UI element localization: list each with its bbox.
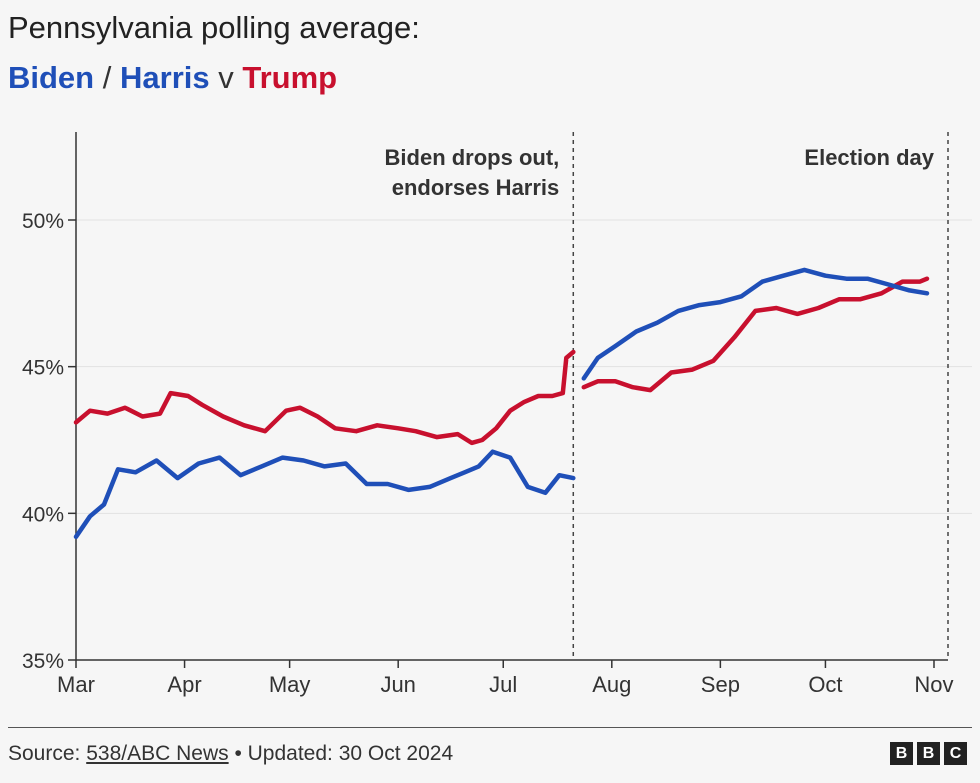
- x-tick-label: Jul: [489, 672, 517, 697]
- annotation-label: Biden drops out,: [385, 145, 560, 170]
- logo-letter: C: [944, 742, 967, 765]
- legend-harris: Harris: [120, 60, 210, 95]
- x-tick-label: Sep: [701, 672, 740, 697]
- y-tick-label: 50%: [22, 210, 64, 233]
- chart-title: Pennsylvania polling average:: [8, 10, 420, 45]
- x-tick-label: May: [269, 672, 311, 697]
- bbc-logo: B B C: [890, 742, 967, 765]
- annotation-label: endorses Harris: [392, 175, 560, 200]
- legend-versus: v: [218, 60, 234, 95]
- updated-text: • Updated: 30 Oct 2024: [228, 742, 454, 765]
- footer-divider: [8, 727, 972, 728]
- series-line-trump: [581, 276, 930, 393]
- y-tick-label: 45%: [22, 357, 64, 380]
- x-tick-label: Mar: [57, 672, 95, 697]
- logo-letter: B: [890, 742, 913, 765]
- y-tick-label: 35%: [22, 650, 64, 673]
- line-chart: 50% 45% 40% 35%Mar Apr May Jun Jul Aug Sep Oct Nov B…: [22, 132, 972, 697]
- source-link[interactable]: 538/ABC News: [86, 742, 229, 765]
- logo-letter: B: [917, 742, 940, 765]
- y-tick-label: 40%: [22, 503, 64, 526]
- x-tick-label: Apr: [167, 672, 201, 697]
- source-prefix: Source:: [8, 742, 87, 765]
- x-tick-label: Jun: [380, 672, 415, 697]
- series-line-trump: [73, 349, 576, 446]
- annotation-label: Election day: [804, 145, 934, 170]
- legend-trump: Trump: [242, 60, 338, 95]
- legend-biden: Biden: [8, 60, 95, 95]
- x-tick-label: Oct: [808, 672, 842, 697]
- legend-slash: /: [102, 60, 112, 95]
- x-tick-label: Nov: [914, 672, 953, 697]
- series-line-harris: [73, 449, 576, 540]
- series-line-harris: [581, 267, 930, 381]
- x-tick-label: Aug: [592, 672, 631, 697]
- chart-subtitle: Biden / Harris v Trump: [8, 60, 337, 96]
- footer-source: Source: 538/ABC News • Updated: 30 Oct 2…: [8, 742, 453, 766]
